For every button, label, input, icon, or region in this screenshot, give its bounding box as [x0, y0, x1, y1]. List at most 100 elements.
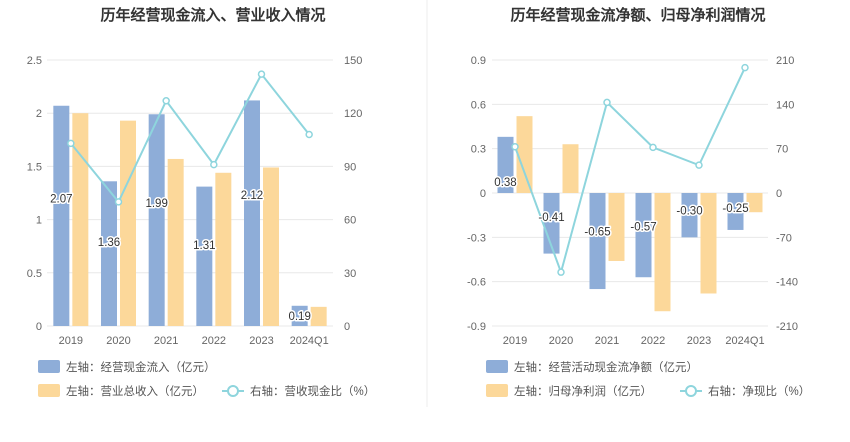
chart1-legend-label: 左轴：经营现金流入（亿元） — [66, 360, 216, 374]
chart2-bar-secondary — [516, 116, 533, 193]
chart2-line-point — [603, 98, 611, 107]
chart1-line-point — [257, 70, 266, 78]
chart2-right-tick-label: 210 — [776, 55, 794, 67]
chart2-left-tick-label: 0.3 — [471, 144, 486, 156]
chart1-left-tick-label: 0 — [36, 321, 42, 333]
chart1-legend-line-marker — [227, 385, 239, 397]
chart1-x-tick-label: 2024Q1 — [290, 335, 329, 347]
chart2-left-tick-label: -0.9 — [467, 321, 486, 333]
chart2-left-tick-label: -0.6 — [467, 277, 486, 289]
chart2-x-tick-label: 2022 — [641, 335, 665, 347]
chart2-series-line — [514, 67, 746, 276]
chart1-left-tick-label: 1.5 — [27, 161, 42, 173]
chart2-line-point — [741, 63, 749, 72]
chart1-bar-secondary — [120, 120, 136, 326]
chart2-bar-data-label: -0.41 — [538, 212, 564, 224]
chart2-right-tick-label: 0 — [776, 188, 782, 200]
chart1-series-line — [70, 72, 310, 204]
chart2-bar-data-label: -0.30 — [676, 206, 702, 218]
chart1-bar-secondary — [167, 158, 184, 326]
chart1-bar-primary — [244, 100, 260, 326]
chart1-bar-secondary — [263, 167, 279, 326]
chart2-line-point — [511, 143, 519, 151]
chart2-x-tick-label: 2023 — [687, 335, 711, 347]
chart2-bar-secondary — [654, 193, 671, 312]
chart1-line-point — [210, 160, 218, 169]
chart1-bar-data-label: 2.12 — [241, 190, 263, 202]
chart2-x-tick-label: 2019 — [503, 335, 527, 347]
chart2-x-tick-label: 2024Q1 — [725, 335, 764, 347]
chart1-x-tick-label: 2022 — [202, 335, 226, 347]
chart2-legend-label: 右轴：净现比（%） — [708, 384, 810, 398]
chart1-line-point — [305, 130, 313, 139]
chart2-bar-primary — [543, 193, 560, 254]
chart1-legend-label: 右轴：营收现金比（%） — [250, 384, 375, 398]
chart2-legend-line-marker — [685, 385, 697, 397]
chart1-bar-primary — [196, 186, 213, 326]
chart1-bar-primary — [148, 114, 165, 326]
chart1-right-tick-label: 0 — [344, 321, 350, 333]
chart2-bar-primary — [497, 136, 514, 193]
chart1-bar-secondary — [310, 306, 327, 326]
chart2-bar-secondary — [700, 193, 717, 294]
chart1-x-tick-label: 2023 — [249, 335, 273, 347]
chart1-line-point — [114, 198, 123, 206]
chart2-legend-swatch — [486, 384, 508, 397]
chart1-right-tick-label: 30 — [344, 268, 356, 280]
chart1-right-tick-label: 150 — [344, 55, 362, 67]
chart1-bar-data-label: 1.31 — [193, 240, 215, 252]
chart1-left-tick-label: 2 — [36, 108, 42, 120]
chart2-bar-data-label: -0.25 — [722, 203, 748, 215]
chart1-right-tick-label: 90 — [344, 161, 356, 173]
chart2-right-tick-label: -210 — [776, 321, 798, 333]
chart1-bar-data-label: 2.07 — [50, 193, 72, 205]
chart2-bar-secondary — [608, 193, 625, 261]
chart1-bar-data-label: 1.36 — [98, 237, 120, 249]
chart1-bar-data-label: 0.19 — [288, 311, 310, 323]
chart1-bar-data-label: 1.99 — [145, 198, 167, 210]
chart1-left-tick-label: 1 — [36, 215, 42, 227]
chart2-left-tick-label: -0.3 — [467, 232, 486, 244]
chart2-bar-primary — [681, 193, 698, 238]
chart2-left-tick-label: 0.9 — [471, 55, 486, 67]
chart2-bar-data-label: -0.65 — [584, 226, 610, 238]
chart2-right-tick-label: -140 — [776, 277, 798, 289]
chart2-line-point — [695, 161, 703, 169]
chart2-bar-secondary — [562, 144, 579, 193]
chart2-bar-data-label: -0.57 — [630, 222, 656, 234]
chart2-left-tick-label: 0 — [480, 188, 486, 200]
chart1-line-point — [67, 139, 75, 148]
chart1-legend-swatch — [38, 360, 60, 373]
chart2-title: 历年经营现金流净额、归母净利润情况 — [510, 6, 765, 24]
chart1-x-tick-label: 2020 — [106, 335, 130, 347]
chart2-bar-data-label: 0.38 — [494, 177, 516, 189]
chart2-left-tick-label: 0.6 — [471, 99, 486, 111]
chart1-right-tick-label: 120 — [344, 108, 362, 120]
chart2-bar-secondary — [746, 193, 763, 213]
chart2-x-tick-label: 2021 — [595, 335, 619, 347]
chart1-bar-primary — [291, 305, 308, 326]
chart2-right-tick-label: 70 — [776, 144, 788, 156]
chart1-legend-label: 左轴：营业总收入（亿元） — [66, 384, 204, 398]
chart1-x-tick-label: 2019 — [59, 335, 83, 347]
chart2-x-tick-label: 2020 — [549, 335, 573, 347]
chart1-bar-primary — [101, 181, 117, 326]
chart2-legend-label: 左轴：归母净利润（亿元） — [514, 384, 652, 398]
chart2-bar-primary — [589, 193, 606, 290]
chart1-bar-secondary — [72, 113, 89, 326]
chart1-right-tick-label: 60 — [344, 215, 356, 227]
chart2-legend-label: 左轴：经营活动现金流净额（亿元） — [514, 360, 698, 374]
chart2-bar-primary — [635, 193, 652, 278]
chart2-right-tick-label: 140 — [776, 99, 794, 111]
chart1-legend-swatch — [38, 384, 60, 397]
chart2-right-tick-label: -70 — [776, 232, 792, 244]
chart2-bar-primary — [727, 193, 744, 230]
chart2-legend-swatch — [486, 360, 508, 373]
chart1-bar-primary — [53, 105, 70, 326]
chart1-title: 历年经营现金流入、营业收入情况 — [100, 6, 325, 24]
chart1-bar-secondary — [215, 172, 232, 326]
chart2-line-point — [649, 143, 657, 152]
chart1-left-tick-label: 0.5 — [27, 268, 42, 280]
